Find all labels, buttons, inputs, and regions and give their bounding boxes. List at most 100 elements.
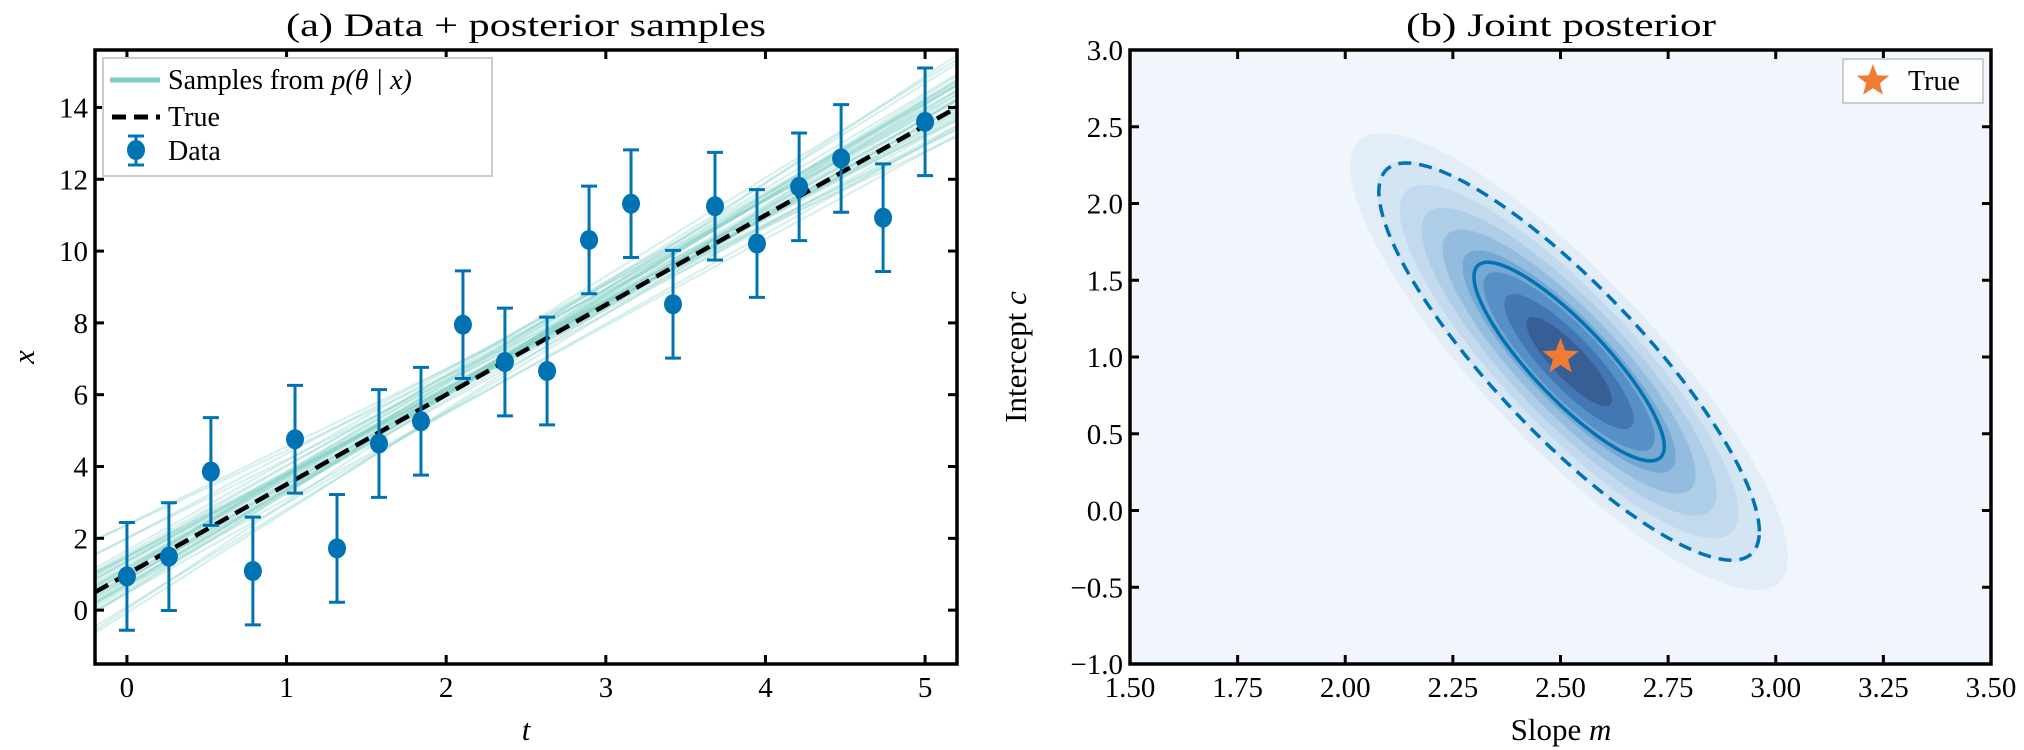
posterior-sample-line xyxy=(95,79,957,592)
data-point xyxy=(327,493,346,604)
data-marker xyxy=(286,429,305,450)
legend-frame xyxy=(1842,58,1984,104)
posterior-sample-line xyxy=(95,81,957,609)
true-dashed-line xyxy=(95,105,957,595)
data-point xyxy=(117,521,136,632)
data-marker xyxy=(706,196,725,217)
data-marker xyxy=(622,193,641,214)
data-point xyxy=(159,501,178,612)
data-point xyxy=(706,150,725,262)
posterior-sample-line xyxy=(95,90,957,604)
panel-b-ylabel: Intercept c xyxy=(998,291,1033,423)
y-tick-label: 4 xyxy=(74,452,89,484)
legend-data-label: Data xyxy=(168,136,221,167)
posterior-sample-line xyxy=(95,79,957,612)
data-marker xyxy=(790,176,809,197)
posterior-sample-line xyxy=(95,74,957,614)
data-marker xyxy=(411,411,430,432)
star-icon xyxy=(1856,64,1890,95)
legend-star-icon xyxy=(1856,64,1890,95)
data-marker xyxy=(664,294,683,315)
posterior-sample-line xyxy=(95,105,957,584)
legend-data-swatch xyxy=(127,134,145,167)
posterior-sample-line xyxy=(95,83,957,635)
data-marker xyxy=(243,561,262,582)
x-tick-label: 1.50 xyxy=(1105,672,1156,704)
x-tick-label: 2.75 xyxy=(1643,672,1694,704)
posterior-sample-line xyxy=(95,119,957,541)
panel-b-legend: True xyxy=(1842,58,1984,104)
data-point xyxy=(874,162,893,274)
legend-true-label: True xyxy=(168,102,220,133)
posterior-sample-line xyxy=(95,93,957,573)
posterior-sample-line xyxy=(95,84,957,577)
data-point xyxy=(664,248,683,360)
star-icon xyxy=(1542,338,1579,373)
x-tick-label: 0 xyxy=(120,672,135,704)
panel-b-axes: 1.50 1.75 2.00 2.25 2.50 2.75 3.00 3.25 3.50 −1.0… xyxy=(1070,35,2016,704)
posterior-sample-line xyxy=(95,128,957,555)
y-tick-label: 1.5 xyxy=(1087,265,1123,297)
x-tick-label: 3.50 xyxy=(1966,672,2017,704)
data-marker xyxy=(495,352,514,373)
data-point xyxy=(243,515,262,627)
posterior-sample-line xyxy=(95,78,957,607)
axes-frame xyxy=(1128,48,1993,666)
y-tick-label: 3.0 xyxy=(1087,35,1123,67)
data-point xyxy=(580,184,599,296)
x-tick-label: 2.50 xyxy=(1535,672,1586,704)
data-point xyxy=(747,188,766,299)
legend-frame xyxy=(102,57,493,177)
data-marker xyxy=(832,148,851,169)
x-tick-label: 3.25 xyxy=(1858,672,1909,704)
y-tick-label: 2 xyxy=(74,523,89,555)
data-marker xyxy=(159,546,178,567)
panel-a-title: (a) Data + posterior samples xyxy=(286,8,766,44)
data-marker xyxy=(580,229,599,250)
x-tick-label: 4 xyxy=(758,672,773,704)
posterior-sample-line xyxy=(95,118,957,597)
data-marker xyxy=(747,233,766,254)
data-point xyxy=(286,383,305,495)
true-value-star xyxy=(1542,338,1579,373)
data-marker xyxy=(117,566,136,587)
y-tick-label: 6 xyxy=(74,380,89,412)
panel-b-joint-posterior: (b) Joint posterior 1.50 1.75 2.00 2.25 2.50… xyxy=(998,8,2016,747)
data-marker xyxy=(369,433,388,454)
y-tick-label: 1.0 xyxy=(1087,342,1123,374)
y-tick-label: −0.5 xyxy=(1070,572,1123,604)
data-point xyxy=(411,365,430,477)
posterior-sample-line xyxy=(95,90,957,587)
posterior-contour-lines xyxy=(1377,161,1762,562)
posterior-sample-line xyxy=(95,88,957,581)
posterior-sample-line xyxy=(95,58,957,593)
posterior-sample-line xyxy=(95,83,957,570)
y-tick-label: 12 xyxy=(59,164,88,196)
posterior-sample-line xyxy=(95,115,957,578)
posterior-sample-line xyxy=(95,116,957,574)
posterior-sample-line xyxy=(95,134,957,605)
y-tick-label: 10 xyxy=(59,236,88,268)
data-point xyxy=(622,148,641,260)
panel-a-data-posterior-samples: (a) Data + posterior samples 0 1 2 3 4 502468… xyxy=(6,8,959,747)
contour-1-sigma-solid xyxy=(1472,260,1667,463)
data-point xyxy=(453,269,472,381)
x-tick-label: 3.00 xyxy=(1750,672,1801,704)
data-points xyxy=(117,66,935,632)
posterior-sample-line xyxy=(95,97,957,557)
data-point xyxy=(538,315,557,427)
data-point xyxy=(790,131,809,243)
posterior-sample-line xyxy=(95,135,957,542)
contour-level xyxy=(1526,316,1612,407)
posterior-sample-line xyxy=(95,104,957,603)
panel-a-xlabel: t xyxy=(522,712,532,747)
y-tick-label: 2.0 xyxy=(1087,189,1123,221)
posterior-sample-line xyxy=(95,98,957,628)
data-marker xyxy=(916,111,935,132)
x-tick-label: 1 xyxy=(279,672,294,704)
data-marker xyxy=(201,461,220,482)
x-tick-label: 2.00 xyxy=(1320,672,1371,704)
y-tick-label: 14 xyxy=(59,92,89,124)
y-tick-label: −1.0 xyxy=(1070,649,1123,681)
y-tick-label: 2.5 xyxy=(1087,112,1123,144)
